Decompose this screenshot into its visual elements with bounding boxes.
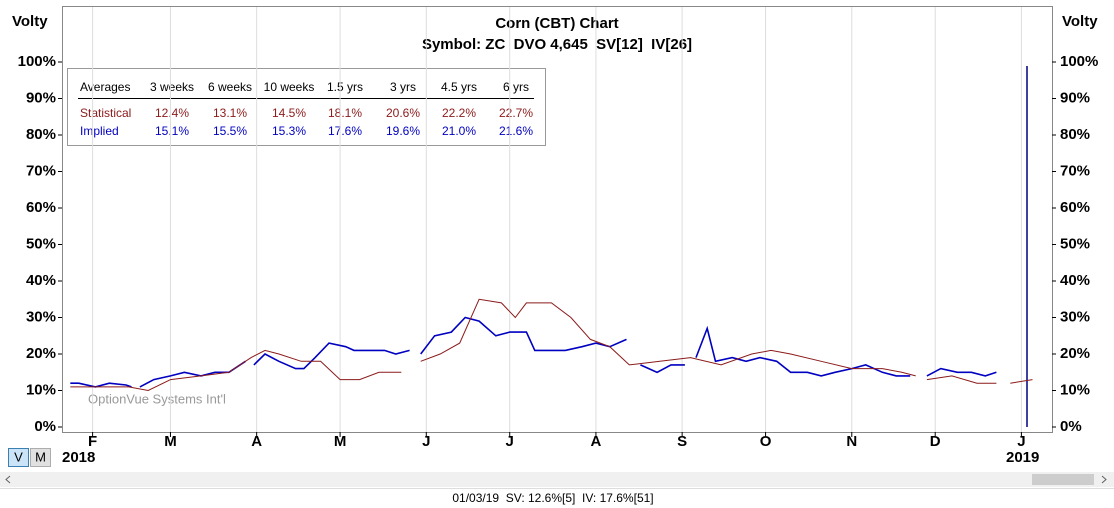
averages-cell: 17.6% bbox=[328, 124, 362, 138]
x-tick-label: J bbox=[422, 433, 430, 450]
y-tick-label: 80% bbox=[26, 126, 56, 143]
averages-header: Averages bbox=[80, 80, 130, 94]
averages-cell: 15.3% bbox=[272, 124, 306, 138]
averages-header: 6 weeks bbox=[208, 80, 252, 94]
y2-tick-label: 90% bbox=[1060, 89, 1090, 106]
averages-header: 6 yrs bbox=[503, 80, 529, 94]
status-bar: 01/03/19 SV: 12.6%[5] IV: 17.6%[51] bbox=[452, 491, 653, 505]
watermark: OptionVue Systems Int'l bbox=[88, 391, 226, 406]
averages-header: 4.5 yrs bbox=[441, 80, 477, 94]
button-label[interactable]: V bbox=[14, 449, 23, 464]
x-tick-label: F bbox=[88, 433, 97, 450]
averages-header: 10 weeks bbox=[264, 80, 315, 94]
averages-cell: 22.7% bbox=[499, 106, 533, 120]
y2-tick-label: 0% bbox=[1060, 418, 1082, 435]
averages-cell: 14.5% bbox=[272, 106, 306, 120]
y-tick-label: 70% bbox=[26, 162, 56, 179]
averages-cell: 18.1% bbox=[328, 106, 362, 120]
averages-cell: 20.6% bbox=[386, 106, 420, 120]
averages-cell: 13.1% bbox=[213, 106, 247, 120]
averages-header: 1.5 yrs bbox=[327, 80, 363, 94]
y-tick-label: 50% bbox=[26, 235, 56, 252]
x-tick-label: J bbox=[506, 433, 514, 450]
y-tick-label: 100% bbox=[18, 53, 56, 70]
chart-subtitle: Symbol: ZC DVO 4,645 SV[12] IV[26] bbox=[422, 36, 692, 53]
y2-tick-label: 80% bbox=[1060, 126, 1090, 143]
y-tick-label: 20% bbox=[26, 345, 56, 362]
x-tick-label: O bbox=[760, 433, 772, 450]
averages-cell: 21.6% bbox=[499, 124, 533, 138]
y-tick-label: 30% bbox=[26, 308, 56, 325]
y2-tick-label: 30% bbox=[1060, 308, 1090, 325]
y2-tick-label: 70% bbox=[1060, 162, 1090, 179]
x-tick-label: N bbox=[846, 433, 857, 450]
y-tick-label: 0% bbox=[34, 418, 56, 435]
y-tick-label: 40% bbox=[26, 272, 56, 289]
scroll-left[interactable] bbox=[5, 475, 11, 484]
averages-cell: 12.4% bbox=[155, 106, 189, 120]
y2-tick-label: 60% bbox=[1060, 199, 1090, 216]
button-label[interactable]: M bbox=[35, 449, 46, 464]
averages-frame bbox=[67, 68, 546, 146]
x-tick-label: D bbox=[930, 433, 941, 450]
x-tick-label: J bbox=[1017, 433, 1025, 450]
averages-header: 3 weeks bbox=[150, 80, 194, 94]
button-v[interactable] bbox=[8, 448, 29, 467]
y-tick-label: 10% bbox=[26, 381, 56, 398]
averages-cell: 22.2% bbox=[442, 106, 476, 120]
y2-tick-label: 20% bbox=[1060, 345, 1090, 362]
averages-cell: 21.0% bbox=[442, 124, 476, 138]
scroll-thumb[interactable] bbox=[1032, 474, 1094, 485]
x-tick-label: M bbox=[164, 433, 177, 450]
y2-tick-label: 50% bbox=[1060, 235, 1090, 252]
averages-row-label: Implied bbox=[80, 124, 119, 138]
y-tick-label: 60% bbox=[26, 199, 56, 216]
y2-axis-label: Volty bbox=[1062, 13, 1098, 30]
scroll-right[interactable] bbox=[1101, 475, 1107, 484]
averages-cell: 19.6% bbox=[386, 124, 420, 138]
chart-title: Corn (CBT) Chart bbox=[495, 15, 618, 32]
year-label: 2018 bbox=[62, 449, 95, 466]
x-tick-label: A bbox=[591, 433, 602, 450]
averages-cell: 15.5% bbox=[213, 124, 247, 138]
y2-tick-label: 40% bbox=[1060, 272, 1090, 289]
averages-header: 3 yrs bbox=[390, 80, 416, 94]
scrollbar[interactable] bbox=[0, 472, 1114, 487]
x-tick-label: A bbox=[251, 433, 262, 450]
plot-frame bbox=[62, 6, 1053, 433]
x-tick-label: M bbox=[334, 433, 347, 450]
x-tick-label: S bbox=[677, 433, 687, 450]
y2-tick-label: 10% bbox=[1060, 381, 1090, 398]
averages-box: Averages 3 weeks 6 weeks 10 weeks 1.5 yrs 3 y… bbox=[67, 68, 546, 146]
averages-cell: 15.1% bbox=[155, 124, 189, 138]
y-tick-label: 90% bbox=[26, 89, 56, 106]
averages-row-label: Statistical bbox=[80, 106, 131, 120]
button-m[interactable] bbox=[30, 448, 51, 467]
y2-tick-label: 100% bbox=[1060, 53, 1098, 70]
year-label: 2019 bbox=[1006, 449, 1039, 466]
series-line bbox=[70, 298, 1033, 392]
y-axis-label: Volty bbox=[12, 13, 48, 30]
